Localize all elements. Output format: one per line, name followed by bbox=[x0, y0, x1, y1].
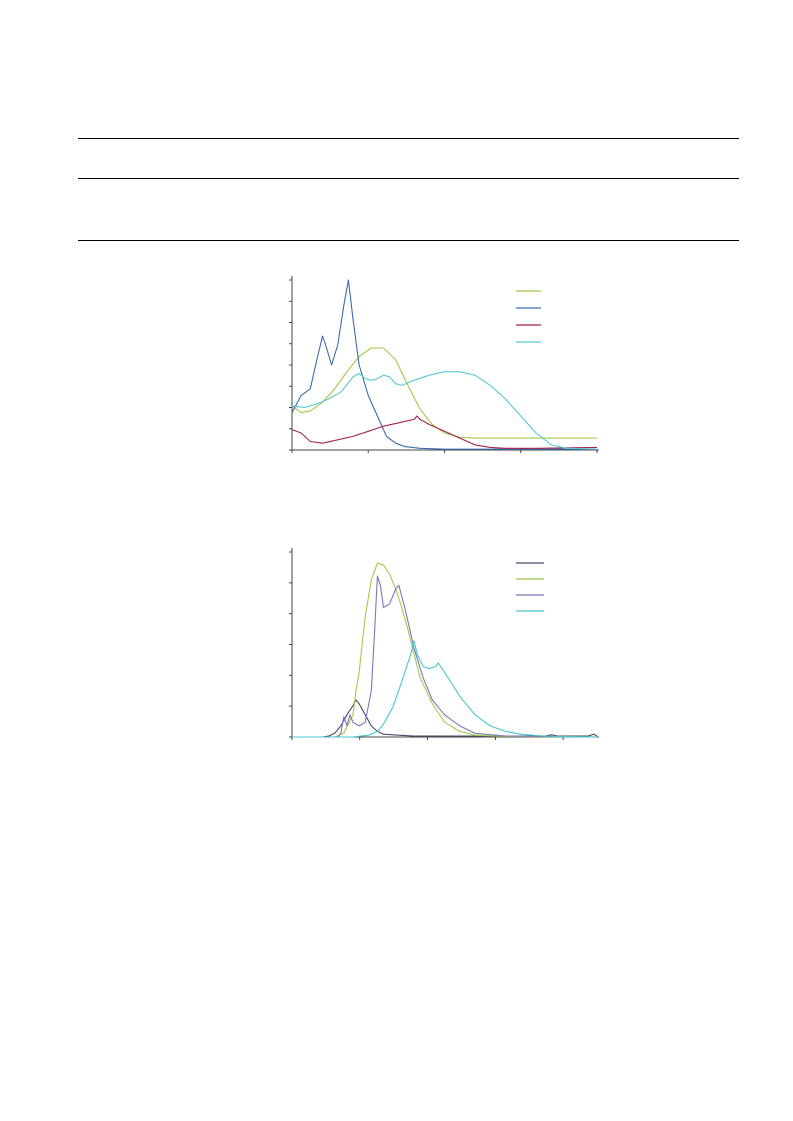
series-line-4 bbox=[291, 371, 598, 450]
series-line-3 bbox=[292, 575, 598, 738]
top-rule bbox=[78, 138, 739, 139]
chart-1 bbox=[270, 270, 610, 470]
bottom-rule bbox=[78, 240, 739, 241]
series-line-1 bbox=[292, 699, 598, 738]
series-line-1 bbox=[291, 347, 597, 439]
series-line-2 bbox=[291, 279, 597, 450]
chart-1-svg bbox=[289, 276, 599, 453]
chart-2 bbox=[270, 545, 610, 755]
series-line-2 bbox=[292, 562, 598, 738]
middle-rule bbox=[78, 178, 739, 179]
series-line-3 bbox=[291, 415, 598, 449]
chart-2-svg bbox=[289, 548, 599, 740]
series-line-4 bbox=[292, 640, 598, 738]
